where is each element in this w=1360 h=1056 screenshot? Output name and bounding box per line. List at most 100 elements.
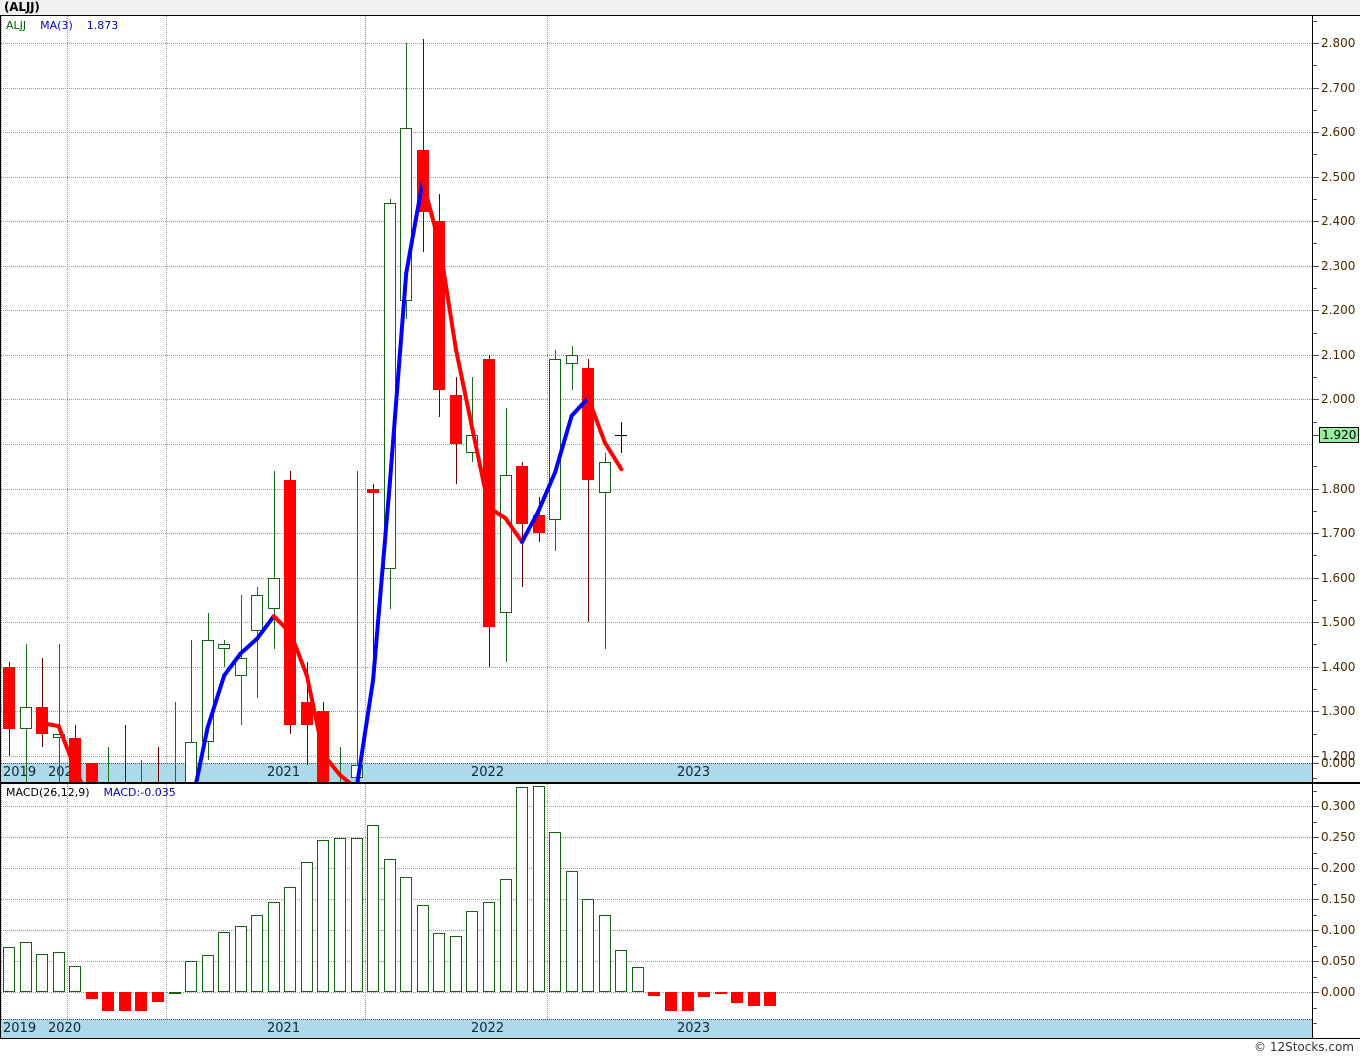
- price-x-label-2022: 2022: [471, 765, 505, 780]
- price-gridline: [1, 488, 1312, 490]
- price-legend: ALJJ MA(3) 1.873: [6, 19, 118, 32]
- macd-histogram-bar: [582, 899, 595, 992]
- macd-histogram-bar: [665, 992, 677, 1011]
- candle-body: [69, 737, 82, 782]
- macd-panel: 2019 2020 2021 2022 2023 0.300 0.250 0.200 0.15…: [0, 783, 1360, 1039]
- macd-y-label: 0.300: [1321, 799, 1356, 813]
- macd-histogram-bar: [3, 947, 15, 992]
- candle-wick: [588, 359, 590, 623]
- macd-histogram-bar: [267, 902, 280, 992]
- macd-y-label: 0.200: [1321, 861, 1356, 875]
- price-y-minor-tick: [1313, 644, 1317, 646]
- macd-y-minor-tick: [1313, 976, 1317, 978]
- macd-x-axis-strip: 2019 2020 2021 2022 2023: [1, 1019, 1312, 1038]
- macd-y-minor-tick: [1313, 821, 1317, 823]
- macd-histogram-bar: [764, 992, 777, 1006]
- macd-y-minor-tick: [1313, 883, 1317, 885]
- price-gridline: [1, 755, 1312, 757]
- price-y-axis: 2.800 2.700 2.600 2.500 2.400 2.300 2.200 2.100…: [1313, 16, 1360, 824]
- candle-wick: [422, 38, 424, 253]
- legend-ma-label: MA(3): [40, 19, 73, 32]
- candle-body: [267, 577, 280, 609]
- candle-wick: [58, 644, 60, 782]
- macd-histogram-bar: [482, 902, 495, 992]
- macd-y-minor-tick: [1313, 790, 1317, 792]
- price-y-minor-tick: [1313, 599, 1317, 601]
- candle-wick: [42, 657, 44, 747]
- candle-body: [367, 488, 380, 493]
- macd-histogram-bar: [532, 786, 545, 992]
- macd-gridline: [1, 868, 1312, 869]
- candle-body: [19, 706, 32, 730]
- macd-gridline: [1, 961, 1312, 962]
- macd-y-minor-tick: [1313, 1007, 1317, 1009]
- macd-histogram-bar: [69, 965, 82, 992]
- candle-body: [582, 368, 595, 480]
- macd-y-tick: [1313, 930, 1319, 931]
- candle-body: [449, 394, 462, 444]
- candle-body: [251, 595, 264, 632]
- macd-x-label-2019: 2019: [3, 1021, 37, 1036]
- candle-body: [317, 711, 330, 782]
- macd-year-gridline: [1, 784, 2, 1019]
- macd-histogram-bar: [367, 824, 380, 992]
- price-y-minor-tick: [1313, 20, 1317, 22]
- price-y-label: 2.500: [1321, 169, 1356, 184]
- price-y-label: 1.500: [1321, 615, 1356, 630]
- macd-plot-area: 2019 2020 2021 2022 2023: [1, 784, 1312, 1038]
- price-y-minor-tick: [1313, 109, 1317, 111]
- candle-body: [300, 702, 313, 725]
- candle-wick: [141, 760, 143, 782]
- macd-x-label-2021: 2021: [267, 1021, 301, 1036]
- price-gridline: [1, 310, 1312, 312]
- price-y-label: 1.700: [1321, 526, 1356, 541]
- candle-body: [185, 742, 198, 782]
- candle-body: [36, 706, 49, 734]
- macd-gridline: [1, 806, 1312, 807]
- price-y-label: 2.200: [1321, 303, 1356, 318]
- candle-wick: [340, 746, 341, 782]
- price-y-tick: [1313, 755, 1319, 757]
- candle-wick: [356, 470, 358, 782]
- candle-wick: [373, 484, 375, 658]
- macd-y-label: 0.000: [1321, 985, 1356, 999]
- macd-histogram-bar: [201, 954, 214, 992]
- macd-histogram-bar: [615, 949, 628, 992]
- macd-histogram-bar: [631, 967, 644, 992]
- macd-histogram-bar: [714, 992, 727, 994]
- macd-histogram-bar: [433, 933, 446, 992]
- price-year-gridline: [1, 16, 2, 763]
- price-year-gridline: [546, 16, 548, 763]
- candle-wick: [174, 702, 176, 782]
- macd-x-label-2023: 2023: [677, 1021, 711, 1036]
- price-y-tick: [1313, 310, 1319, 312]
- candle-body: [466, 435, 479, 453]
- macd-y-tick: [1313, 868, 1319, 869]
- price-y-tick: [1313, 87, 1319, 89]
- macd-histogram-bar: [698, 992, 711, 997]
- macd-year-gridline: [364, 784, 366, 1019]
- macd-histogram-bar: [185, 961, 198, 992]
- price-y-label: 2.100: [1321, 347, 1356, 362]
- macd-histogram-bar: [516, 787, 529, 992]
- candle-body: [482, 359, 495, 627]
- price-y-tick: [1313, 435, 1319, 437]
- legend-macd-name: MACD(26,12,9): [6, 786, 90, 799]
- macd-histogram-bar: [400, 877, 413, 992]
- macd-y-label: 0.050: [1321, 954, 1356, 968]
- candle-wick: [273, 470, 275, 649]
- macd-gridline: [1, 930, 1312, 931]
- price-y-minor-tick: [1313, 688, 1317, 690]
- macd-histogram-bar: [36, 953, 49, 992]
- macd-y-label: 0.250: [1321, 830, 1356, 844]
- macd-histogram-bar: [135, 992, 148, 1011]
- page-title: (ALJJ): [4, 0, 40, 14]
- macd-histogram-bar: [251, 914, 264, 992]
- macd-histogram-bar: [102, 992, 115, 1011]
- price-gridline: [1, 132, 1312, 134]
- candle-wick: [604, 452, 606, 649]
- macd-histogram-bar: [118, 992, 131, 1011]
- macd-histogram-bar: [549, 832, 562, 992]
- price-x-label-2023: 2023: [677, 765, 711, 780]
- macd-histogram-bar: [747, 992, 760, 1006]
